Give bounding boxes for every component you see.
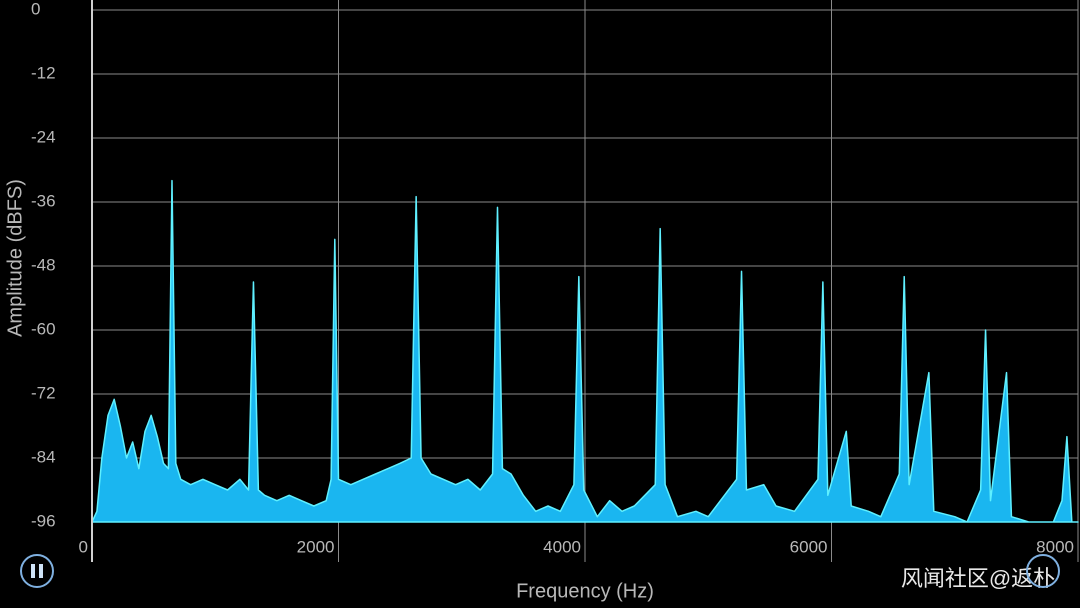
y-tick-label: -12 xyxy=(31,63,56,82)
y-tick-label: -60 xyxy=(31,319,56,338)
settings-button[interactable] xyxy=(1026,554,1060,588)
pause-bar[interactable] xyxy=(31,564,35,578)
pause-ring[interactable] xyxy=(20,554,54,588)
y-tick-label: -72 xyxy=(31,383,56,402)
y-tick-label: 0 xyxy=(31,0,40,18)
y-tick-label: -84 xyxy=(31,447,56,466)
plot: 0 -12 -24 -36 -48 -60 -72 -84 -96 0 2000 4000 6000 80… xyxy=(31,0,1079,562)
watermark: 风闻社区@返朴 xyxy=(901,566,1055,591)
y-axis-label: Amplitude (dBFS) xyxy=(4,179,26,337)
pause-bar[interactable] xyxy=(39,564,43,578)
x-tick-label: 0 xyxy=(79,537,88,556)
y-tick-label: -96 xyxy=(31,511,56,530)
x-tick-label: 4000 xyxy=(543,537,581,556)
y-tick-label: -24 xyxy=(31,127,56,146)
x-tick-label: 6000 xyxy=(790,537,828,556)
spectrum-area xyxy=(91,179,1079,523)
x-axis-label: Frequency (Hz) xyxy=(516,580,654,602)
x-tick-label: 8000 xyxy=(1036,537,1074,556)
y-tick-label: -36 xyxy=(31,191,56,210)
settings-ring[interactable] xyxy=(1026,554,1060,588)
y-tick-label: -48 xyxy=(31,255,56,274)
x-tick-label: 2000 xyxy=(297,537,335,556)
pause-button[interactable] xyxy=(20,554,54,588)
